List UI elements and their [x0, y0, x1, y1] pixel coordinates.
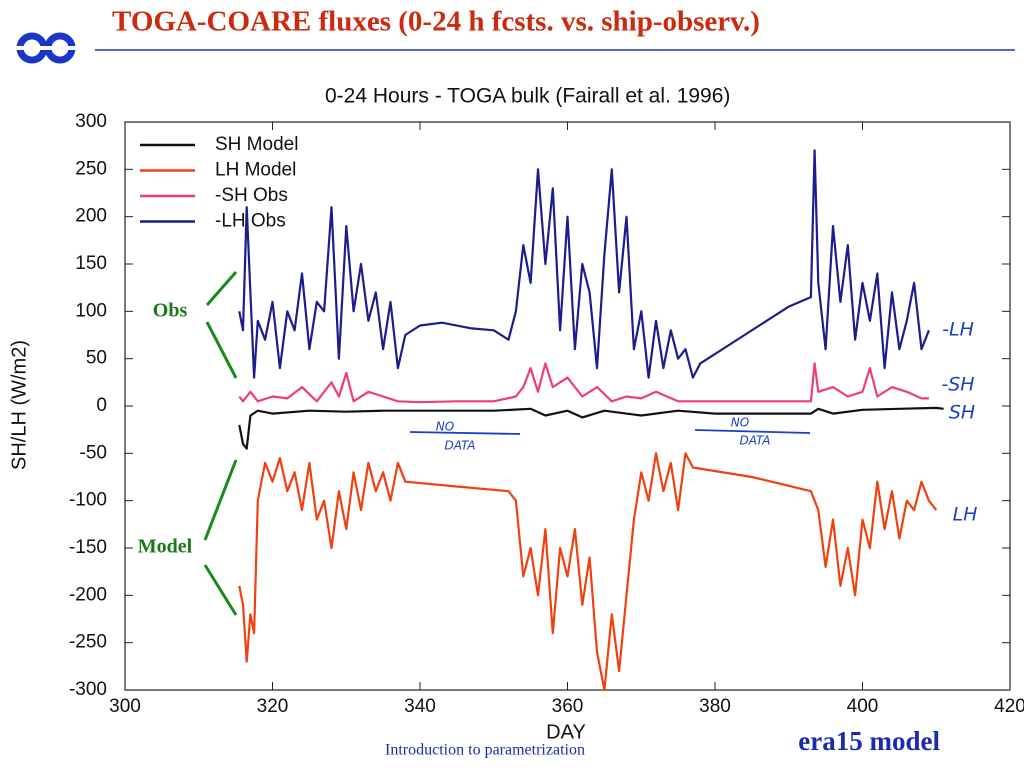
chart-title: 0-24 Hours - TOGA bulk (Fairall et al. 1…: [325, 85, 730, 108]
footer-left: Introduction to parametrization: [385, 742, 585, 759]
y-axis-label: SH/LH (W/m2): [8, 340, 30, 470]
x-tick-label: 360: [552, 696, 584, 717]
y-tick-label: -50: [80, 442, 107, 463]
handwritten-note: SH: [949, 402, 975, 424]
handwritten-note: NO: [731, 416, 749, 430]
x-axis-label: DAY: [546, 721, 586, 743]
y-tick-label: -200: [69, 584, 107, 605]
x-tick-label: 300: [109, 696, 141, 717]
x-tick-label: 320: [257, 696, 289, 717]
y-tick-label: -100: [69, 490, 107, 511]
y-tick-label: -300: [69, 679, 107, 700]
handwritten-note: DATA: [739, 434, 770, 448]
y-tick-label: 50: [86, 348, 107, 369]
annotation: Obs: [153, 300, 188, 322]
handwritten-note: -LH: [942, 319, 974, 341]
slide-title: TOGA-COARE fluxes (0-24 h fcsts. vs. shi…: [112, 6, 760, 38]
y-tick-label: 0: [96, 395, 107, 416]
series-line: [238, 406, 944, 450]
y-tick-label: 300: [75, 111, 107, 132]
footer-right: era15 model: [798, 726, 940, 756]
handwritten-note: DATA: [444, 439, 475, 453]
handwritten-note: NO: [436, 420, 454, 434]
legend-label: -LH Obs: [215, 211, 286, 232]
x-tick-label: 420: [994, 696, 1024, 717]
series-line: [238, 362, 929, 404]
x-tick-label: 380: [699, 696, 731, 717]
plot-frame: [124, 121, 1011, 691]
y-tick-label: 250: [75, 158, 107, 179]
legend-label: SH Model: [215, 134, 298, 155]
handwritten-arrows: [409, 429, 811, 435]
x-tick-label: 340: [404, 696, 436, 717]
y-tick-label: -150: [69, 537, 107, 558]
y-tick-label: 150: [75, 253, 107, 274]
arrows: [203, 271, 238, 616]
y-tick-label: -250: [69, 632, 107, 653]
logo: [15, 32, 77, 64]
y-tick-label: 100: [75, 300, 107, 321]
legend-label: -SH Obs: [215, 185, 288, 206]
annotation: Model: [138, 536, 193, 558]
handwritten-note: -SH: [941, 374, 974, 396]
handwritten-note: LH: [953, 504, 978, 526]
x-tick-label: 400: [847, 696, 879, 717]
y-tick-label: 200: [75, 206, 107, 227]
legend-label: LH Model: [215, 160, 296, 181]
series-line: [238, 149, 930, 379]
series-line: [238, 452, 938, 692]
